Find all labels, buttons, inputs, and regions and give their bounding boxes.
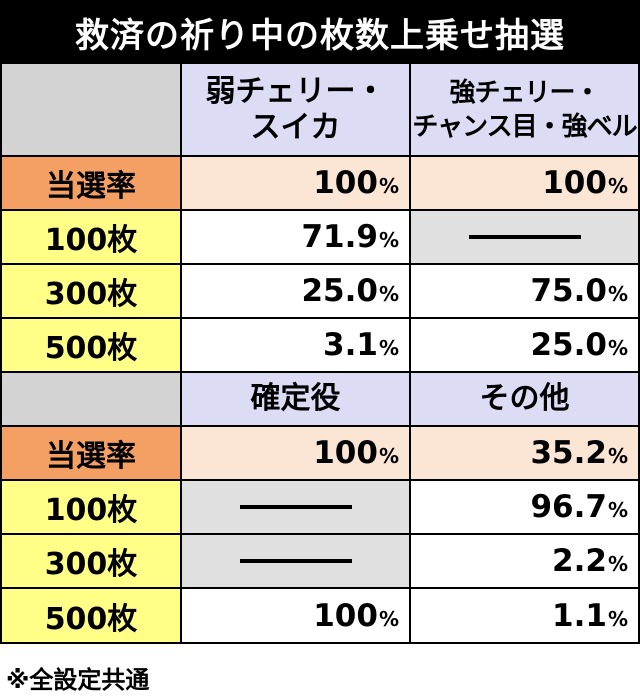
value-cell: 96.7%: [411, 481, 640, 535]
header-other: その他: [411, 373, 640, 427]
header-line: 弱チェリー・: [205, 73, 386, 109]
dash-cell: [182, 535, 411, 589]
header-strong-cherry-chance: 強チェリー・ チャンス目・強ベル: [411, 64, 640, 157]
value-cell: 100%: [182, 157, 411, 211]
value-cell: 35.2%: [411, 427, 640, 481]
header-corner-cell: [0, 373, 182, 427]
dash-cell: [411, 211, 640, 265]
value-cell: 75.0%: [411, 265, 640, 319]
header-line: スイカ: [250, 109, 341, 145]
header-weak-cherry-watermelon: 弱チェリー・ スイカ: [182, 64, 411, 157]
row-label-500: 500枚: [0, 589, 182, 644]
value-cell: 25.0%: [411, 319, 640, 373]
dash-cell: [182, 481, 411, 535]
row-label-100: 100枚: [0, 481, 182, 535]
row-label-300: 300枚: [0, 265, 182, 319]
header-line: チャンス目・強ベル: [412, 111, 637, 142]
value-cell: 100%: [411, 157, 640, 211]
row-label-win-rate: 当選率: [0, 427, 182, 481]
dash-line: [468, 235, 581, 239]
value-cell: 100%: [182, 589, 411, 644]
value-cell: 1.1%: [411, 589, 640, 644]
row-label-300: 300枚: [0, 535, 182, 589]
dash-line: [239, 559, 352, 563]
value-cell: 3.1%: [182, 319, 411, 373]
footnote: ※全設定共通: [6, 665, 150, 694]
header-line: 強チェリー・: [449, 77, 600, 108]
header-corner-cell: [0, 64, 182, 157]
value-cell: 2.2%: [411, 535, 640, 589]
row-label-500: 500枚: [0, 319, 182, 373]
header-confirmed-role: 確定役: [182, 373, 411, 427]
value-cell: 71.9%: [182, 211, 411, 265]
probability-table: 弱チェリー・ スイカ 強チェリー・ チャンス目・強ベル 当選率 100% 100…: [0, 64, 640, 644]
value-cell: 25.0%: [182, 265, 411, 319]
value-cell: 100%: [182, 427, 411, 481]
row-label-100: 100枚: [0, 211, 182, 265]
page-title: 救済の祈り中の枚数上乗せ抽選: [0, 0, 640, 64]
dash-line: [239, 505, 352, 509]
row-label-win-rate: 当選率: [0, 157, 182, 211]
